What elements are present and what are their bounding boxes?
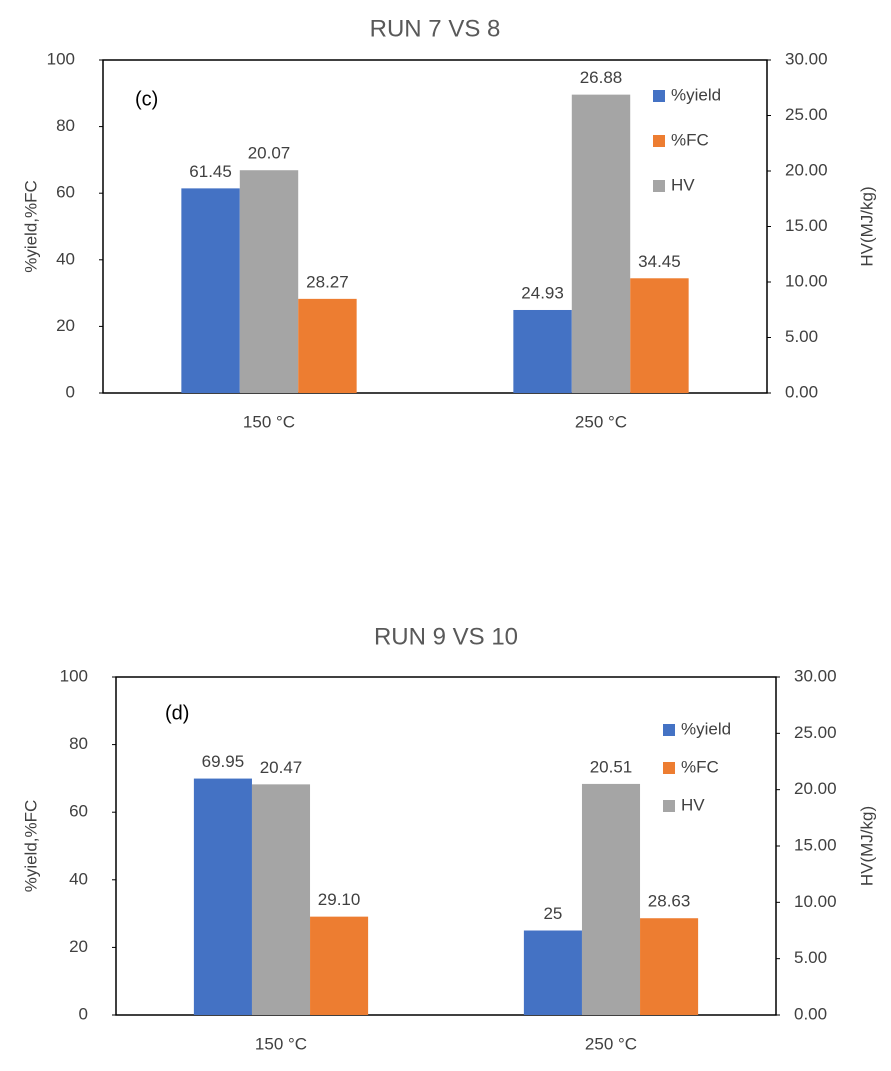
bar: [572, 95, 630, 393]
y2-tick-label: 20.00: [785, 160, 828, 179]
y2-tick-label: 20.00: [794, 779, 837, 798]
y-tick-label: 40: [69, 869, 88, 888]
legend-swatch: [663, 724, 675, 736]
data-label: 20.07: [248, 144, 291, 163]
bar: [582, 784, 640, 1015]
data-label: 24.93: [521, 283, 564, 302]
legend-swatch: [653, 180, 665, 192]
y2-tick-label: 10.00: [794, 892, 837, 911]
page: RUN 7 VS 8 0 20 40 60 80 100 0.00 5.00 10.00 15.00…: [0, 0, 891, 1066]
annotation: (d): [165, 702, 189, 724]
legend-swatch: [663, 762, 675, 774]
data-label: 25: [543, 904, 562, 923]
legend-swatch: [663, 800, 675, 812]
data-label: 28.27: [306, 272, 349, 291]
x-tick-label: 150 °C: [255, 1034, 307, 1053]
y2-tick-label: 15.00: [794, 835, 837, 854]
x-tick-label: 150 °C: [243, 412, 295, 431]
legend-label: %yield: [671, 85, 721, 104]
bar: [524, 931, 582, 1016]
bar: [181, 188, 239, 393]
y-tick-label: 80: [69, 734, 88, 753]
y-tick-label: 100: [60, 666, 88, 685]
x-tick-label: 250 °C: [585, 1034, 637, 1053]
data-label: 69.95: [202, 752, 245, 771]
y2-tick-label: 10.00: [785, 271, 828, 290]
data-label: 20.47: [260, 758, 303, 777]
y2-tick-label: 25.00: [785, 105, 828, 124]
y-tick-label: 0: [66, 382, 75, 401]
y2-tick-label: 0.00: [794, 1004, 827, 1023]
data-label: 29.10: [318, 890, 361, 909]
legend-label: %FC: [681, 757, 719, 776]
y-tick-label: 100: [47, 49, 75, 68]
y2-tick-label: 30.00: [785, 49, 828, 68]
bar: [194, 779, 252, 1015]
y-axis-title: %yield,%FC: [21, 180, 40, 273]
data-label: 34.45: [638, 252, 681, 271]
data-label: 28.63: [648, 892, 691, 911]
legend-label: %yield: [681, 719, 731, 738]
bar: [298, 299, 356, 393]
y-tick-label: 0: [79, 1004, 88, 1023]
data-label: 20.51: [590, 757, 633, 776]
y2-tick-label: 25.00: [794, 723, 837, 742]
legend-label: HV: [681, 795, 705, 814]
legend-swatch: [653, 135, 665, 147]
bar: [630, 278, 688, 393]
annotation: (c): [135, 88, 158, 110]
y-tick-label: 60: [69, 802, 88, 821]
bar: [640, 918, 698, 1015]
y-tick-label: 60: [56, 183, 75, 202]
bar: [240, 170, 298, 393]
y2-axis-title: HV(MJ/kg): [857, 186, 876, 266]
y2-tick-label: 0.00: [785, 382, 818, 401]
y-tick-label: 40: [56, 249, 75, 268]
y2-tick-label: 30.00: [794, 666, 837, 685]
bar: [310, 917, 368, 1015]
bar: [513, 310, 571, 393]
y2-tick-label: 5.00: [794, 948, 827, 967]
x-tick-label: 250 °C: [575, 412, 627, 431]
data-label: 26.88: [580, 68, 623, 87]
bar: [252, 784, 310, 1015]
chart-title: RUN 9 VS 10: [374, 623, 518, 650]
y2-axis-title: HV(MJ/kg): [857, 806, 876, 886]
y-tick-label: 20: [56, 316, 75, 335]
y-tick-label: 80: [56, 116, 75, 135]
y-tick-label: 20: [69, 937, 88, 956]
y2-tick-label: 5.00: [785, 327, 818, 346]
chart-title: RUN 7 VS 8: [370, 15, 501, 42]
data-label: 61.45: [189, 162, 232, 181]
y-axis-title: %yield,%FC: [21, 800, 40, 893]
legend-label: HV: [671, 175, 695, 194]
legend-label: %FC: [671, 130, 709, 149]
legend-swatch: [653, 90, 665, 102]
y2-tick-label: 15.00: [785, 216, 828, 235]
